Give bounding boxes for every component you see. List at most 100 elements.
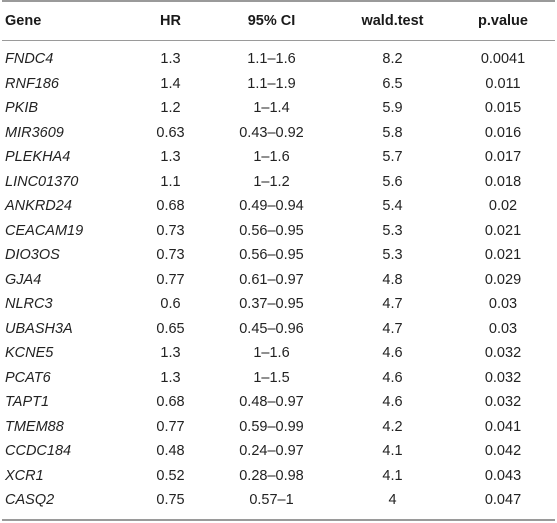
- cell-hr: 0.73: [156, 247, 185, 264]
- cell-wald-test: 4.1: [382, 467, 403, 484]
- cell-ci: 0.37–0.95: [239, 296, 304, 313]
- table-row: RNF186 1.4 1.1–1.9 6.5 0.011: [2, 72, 555, 97]
- header-wald-test: wald.test: [361, 13, 424, 29]
- cell-wald-test: 8.2: [382, 51, 403, 68]
- table-body: FNDC4 1.3 1.1–1.6 8.2 0.0041 RNF186 1.4 1.1–1.9…: [2, 41, 555, 520]
- cell-p-value: 0.021: [484, 247, 522, 264]
- table-row: PCAT6 1.3 1–1.5 4.6 0.032: [2, 366, 555, 391]
- table-row: UBASH3A 0.65 0.45–0.96 4.7 0.03: [2, 317, 555, 342]
- cell-gene: FNDC4: [5, 51, 54, 68]
- cell-ci: 1–1.6: [253, 345, 290, 362]
- cell-gene: TAPT1: [5, 394, 50, 411]
- cell-gene: LINC01370: [5, 173, 79, 190]
- cell-p-value: 0.032: [484, 369, 522, 386]
- cell-gene: PLEKHA4: [5, 149, 71, 166]
- cell-p-value: 0.03: [488, 296, 518, 313]
- cell-p-value: 0.017: [484, 149, 522, 166]
- cell-hr: 0.68: [156, 198, 185, 215]
- table-row: KCNE5 1.3 1–1.6 4.6 0.032: [2, 341, 555, 366]
- cell-wald-test: 4.8: [382, 271, 403, 288]
- table-row: PKIB 1.2 1–1.4 5.9 0.015: [2, 96, 555, 121]
- header-row: Gene HR 95% CI wald.test p.value: [2, 1, 555, 41]
- cell-hr: 1.3: [160, 51, 181, 68]
- cell-hr: 0.48: [156, 443, 185, 460]
- cell-hr: 1.4: [160, 75, 181, 92]
- cell-p-value: 0.018: [484, 173, 522, 190]
- cell-p-value: 0.015: [484, 100, 522, 117]
- table-row: CASQ2 0.75 0.57–1 4 0.047: [2, 488, 555, 520]
- cell-gene: CASQ2: [5, 492, 55, 509]
- cell-gene: MIR3609: [5, 124, 64, 141]
- cell-p-value: 0.042: [484, 443, 522, 460]
- cell-ci: 0.56–0.95: [239, 222, 304, 239]
- cell-gene: DIO3OS: [5, 247, 60, 264]
- cell-hr: 0.63: [156, 124, 185, 141]
- table-row: CCDC184 0.48 0.24–0.97 4.1 0.042: [2, 439, 555, 464]
- cell-wald-test: 4.6: [382, 394, 403, 411]
- cell-hr: 0.77: [156, 271, 185, 288]
- cell-p-value: 0.02: [488, 198, 518, 215]
- table-row: MIR3609 0.63 0.43–0.92 5.8 0.016: [2, 121, 555, 146]
- cell-p-value: 0.011: [485, 75, 521, 92]
- table-row: FNDC4 1.3 1.1–1.6 8.2 0.0041: [2, 41, 555, 72]
- cell-p-value: 0.047: [484, 492, 522, 509]
- cell-p-value: 0.043: [484, 467, 522, 484]
- header-gene: Gene: [5, 13, 42, 29]
- cell-gene: UBASH3A: [5, 320, 73, 337]
- cell-wald-test: 5.9: [382, 100, 403, 117]
- cell-hr: 1.1: [160, 173, 181, 190]
- cell-p-value: 0.041: [484, 418, 522, 435]
- cell-hr: 1.2: [160, 100, 181, 117]
- table-row: LINC01370 1.1 1–1.2 5.6 0.018: [2, 170, 555, 195]
- cell-wald-test: 4.7: [382, 320, 403, 337]
- cell-hr: 0.6: [160, 296, 181, 313]
- cell-gene: CCDC184: [5, 443, 72, 460]
- cell-gene: PCAT6: [5, 369, 51, 386]
- header-ci: 95% CI: [247, 13, 296, 29]
- cell-ci: 0.59–0.99: [239, 418, 304, 435]
- table-row: PLEKHA4 1.3 1–1.6 5.7 0.017: [2, 145, 555, 170]
- cell-gene: NLRC3: [5, 296, 53, 313]
- table-row: TAPT1 0.68 0.48–0.97 4.6 0.032: [2, 390, 555, 415]
- cell-gene: ANKRD24: [5, 198, 72, 215]
- cell-ci: 1.1–1.9: [247, 75, 296, 92]
- cell-wald-test: 5.3: [382, 222, 403, 239]
- header-p-value: p.value: [478, 13, 528, 29]
- cell-ci: 0.45–0.96: [239, 320, 304, 337]
- cell-wald-test: 6.5: [382, 75, 403, 92]
- table-row: DIO3OS 0.73 0.56–0.95 5.3 0.021: [2, 243, 555, 268]
- cell-p-value: 0.03: [488, 320, 518, 337]
- cell-hr: 0.65: [156, 320, 185, 337]
- cell-hr: 1.3: [160, 149, 181, 166]
- cell-ci: 1.1–1.6: [247, 51, 296, 68]
- cell-wald-test: 4.2: [382, 418, 403, 435]
- cell-wald-test: 5.6: [382, 173, 403, 190]
- cell-ci: 1–1.6: [253, 149, 290, 166]
- cell-ci: 0.49–0.94: [239, 198, 304, 215]
- cell-p-value: 0.032: [484, 345, 522, 362]
- table-row: ANKRD24 0.68 0.49–0.94 5.4 0.02: [2, 194, 555, 219]
- cell-gene: PKIB: [5, 100, 39, 117]
- cell-p-value: 0.021: [484, 222, 522, 239]
- cell-ci: 0.48–0.97: [239, 394, 304, 411]
- cell-wald-test: 4.7: [382, 296, 403, 313]
- cell-wald-test: 4.6: [382, 345, 403, 362]
- table-row: GJA4 0.77 0.61–0.97 4.8 0.029: [2, 268, 555, 293]
- cell-hr: 0.75: [156, 492, 185, 509]
- table-row: NLRC3 0.6 0.37–0.95 4.7 0.03: [2, 292, 555, 317]
- cell-p-value: 0.032: [484, 394, 522, 411]
- cell-wald-test: 5.3: [382, 247, 403, 264]
- cell-wald-test: 4.1: [382, 443, 403, 460]
- cell-ci: 0.24–0.97: [239, 443, 304, 460]
- cell-wald-test: 5.8: [382, 124, 403, 141]
- cell-hr: 1.3: [160, 345, 181, 362]
- cell-gene: GJA4: [5, 271, 42, 288]
- cell-ci: 0.57–1: [249, 492, 294, 509]
- cell-p-value: 0.0041: [480, 51, 526, 68]
- cell-wald-test: 4.6: [382, 369, 403, 386]
- cell-hr: 0.77: [156, 418, 185, 435]
- cell-p-value: 0.016: [484, 124, 522, 141]
- cell-gene: RNF186: [5, 75, 59, 92]
